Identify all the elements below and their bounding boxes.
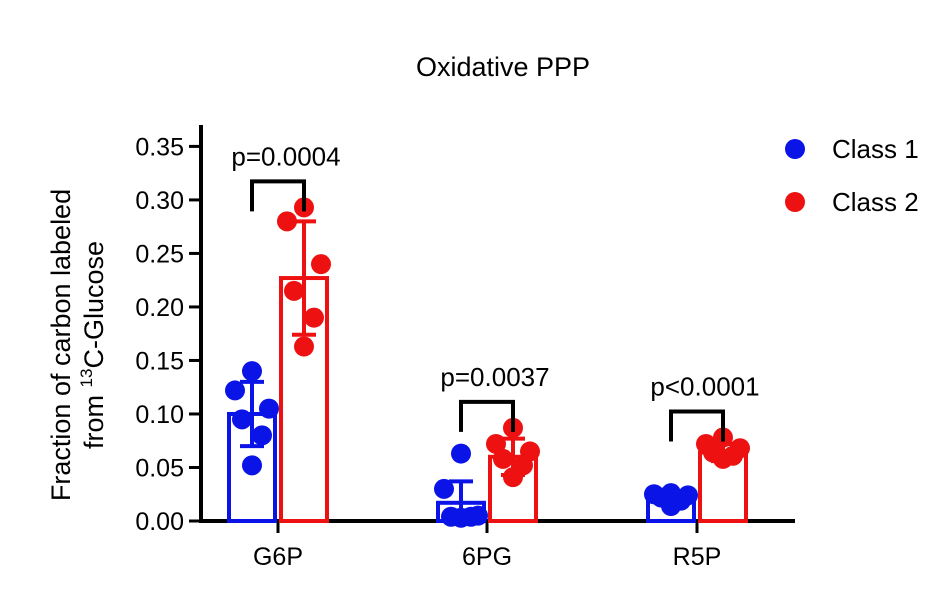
significance-bracket-6pg	[459, 399, 515, 432]
data-point-class-1	[259, 398, 279, 419]
y-axis-title-line1: Fraction of carbon labeled	[46, 189, 76, 501]
data-point-class-2	[311, 254, 331, 275]
data-point-class-1	[242, 455, 262, 476]
p-value-label-g6p: p=0.0004	[231, 141, 340, 171]
y-tick-label: 0.30	[135, 187, 184, 215]
y-tick-label: 0.00	[135, 508, 184, 536]
plot-area: 0.00 0.05 0.10 0.15 0.20 0.25 0.30 0.35 G6P 6PG R5…	[135, 125, 795, 571]
p-value-label-r5p: p<0.0001	[650, 372, 759, 402]
y-tick-label: 0.10	[135, 401, 184, 429]
y-tick-label: 0.25	[135, 240, 184, 268]
y-tick-label: 0.35	[135, 133, 184, 161]
p-value-label-6pg: p=0.0037	[440, 362, 549, 392]
x-tick-label-g6p: G6P	[253, 543, 303, 571]
y-axis-title-line2: from 13C-Glucose	[77, 241, 109, 449]
data-point-class-1	[232, 409, 252, 430]
data-point-class-2	[503, 467, 523, 488]
legend-marker-class-2	[785, 192, 805, 212]
legend-label-class-2: Class 2	[832, 187, 919, 217]
x-tick-label-r5p: R5P	[673, 543, 722, 571]
data-point-class-1	[661, 496, 681, 517]
significance-bracket-r5p	[669, 409, 725, 442]
y-axis-title-superscript: 13	[77, 369, 96, 388]
y-axis-title-prefix: from	[79, 387, 109, 449]
data-point-class-1	[242, 361, 262, 382]
data-point-class-1	[252, 425, 272, 446]
legend: Class 1 Class 2	[785, 134, 919, 217]
data-point-class-1	[451, 507, 471, 528]
y-tick-label: 0.15	[135, 347, 184, 375]
data-point-class-2	[277, 211, 297, 232]
x-tick-label-6pg: 6PG	[462, 543, 512, 571]
y-axis-title-suffix: C-Glucose	[79, 241, 109, 369]
data-point-class-1	[225, 380, 245, 401]
legend-label-class-1: Class 1	[832, 134, 919, 164]
data-point-class-2	[713, 448, 733, 469]
data-point-class-1	[451, 443, 471, 464]
data-point-class-2	[493, 448, 513, 469]
significance-bracket-g6p	[250, 179, 306, 212]
data-point-class-2	[304, 307, 324, 328]
chart-title: Oxidative PPP	[416, 52, 590, 82]
data-point-class-2	[294, 336, 314, 357]
y-axis-title: Fraction of carbon labeled from 13C-Gluc…	[46, 189, 109, 501]
y-tick-label: 0.20	[135, 294, 184, 322]
data-point-class-2	[486, 433, 506, 454]
data-point-class-2	[284, 280, 304, 301]
y-tick-label: 0.05	[135, 454, 184, 482]
legend-marker-class-1	[785, 139, 805, 159]
data-point-class-1	[434, 478, 454, 499]
